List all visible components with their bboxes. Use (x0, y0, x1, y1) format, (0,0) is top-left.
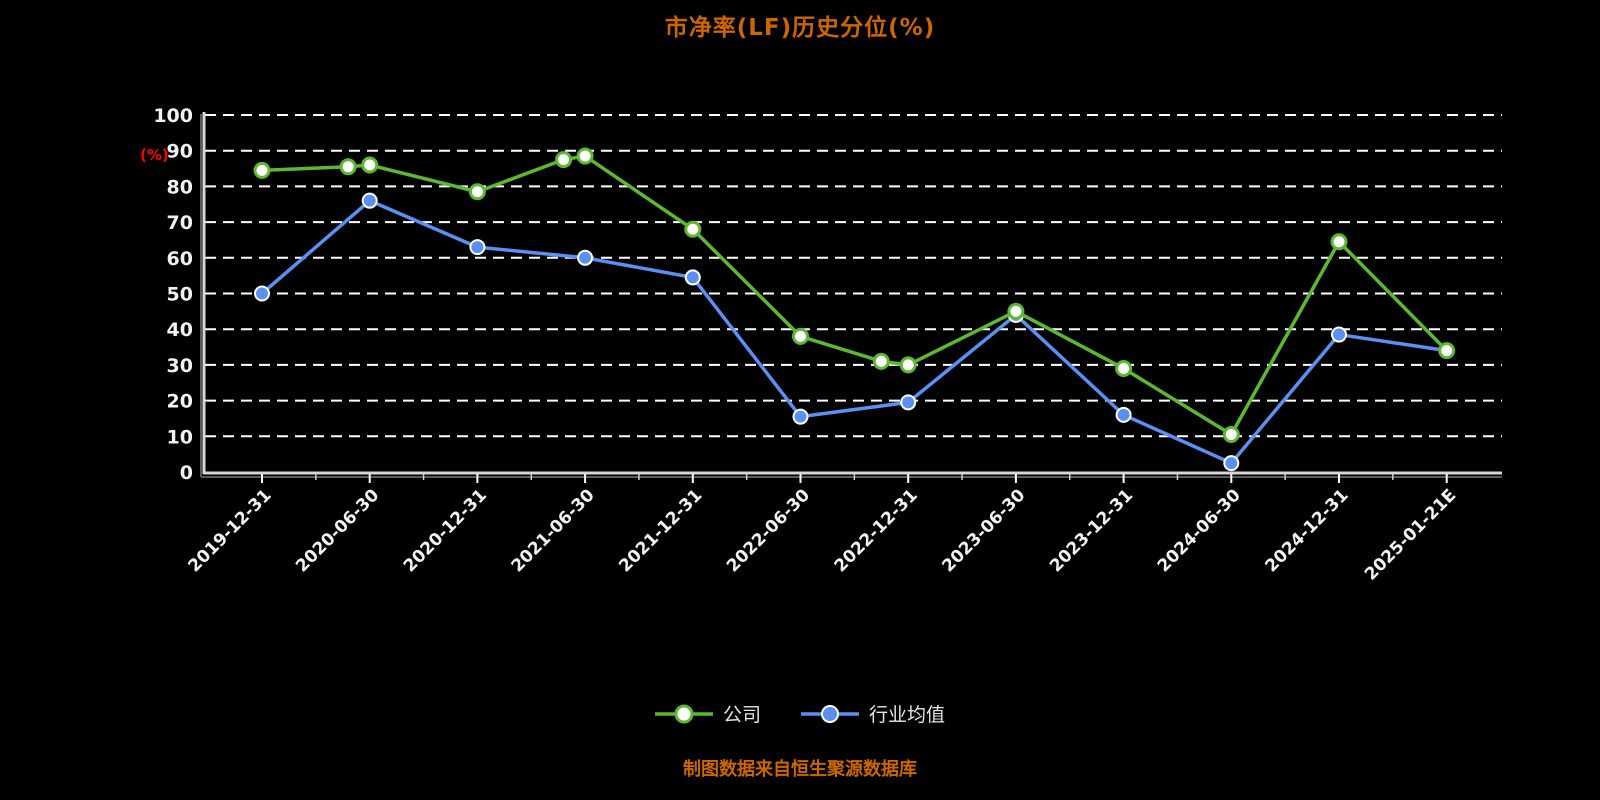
x-axis-label: 2020-12-31 (400, 485, 491, 576)
data-point-company (339, 158, 357, 176)
data-point-industry-average (469, 239, 486, 256)
y-axis-unit-label: (%) (140, 146, 169, 164)
legend-marker-company (654, 704, 713, 723)
chart-title: 市净率(LF)历史分位(%) (664, 15, 936, 41)
y-axis-tick-label: 30 (167, 355, 193, 377)
data-point-industry-average (1223, 455, 1240, 472)
data-point-industry-average (1115, 406, 1132, 423)
y-axis-tick-label: 80 (167, 176, 193, 198)
y-axis-tick-label: 50 (167, 284, 193, 306)
data-point-industry-average (684, 269, 701, 286)
data-point-company (1115, 359, 1133, 377)
y-axis-tick-label: 10 (167, 426, 193, 448)
x-axis-label: 2022-12-31 (831, 485, 922, 576)
data-point-company (253, 161, 271, 179)
data-point-company (684, 220, 702, 238)
legend-label: 行业均值 (869, 704, 946, 726)
data-point-company (555, 151, 573, 169)
data-point-company (576, 147, 594, 165)
y-axis-tick-label: 40 (167, 319, 193, 341)
data-point-industry-average (792, 408, 809, 425)
data-point-company (899, 356, 917, 374)
x-axis-label: 2021-12-31 (615, 485, 706, 576)
x-axis-label: 2023-06-30 (938, 485, 1029, 576)
series-line-industry-average (260, 198, 1449, 465)
y-axis-tick-label: 70 (167, 212, 193, 234)
data-point-company (1330, 233, 1348, 251)
x-axis-label: 2021-06-30 (508, 485, 599, 576)
x-axis-label: 2020-06-30 (292, 485, 383, 576)
data-source-note: 制图数据来自恒生聚源数据库 (683, 759, 917, 780)
data-point-industry-average (900, 394, 917, 411)
data-point-industry-average (577, 249, 594, 266)
data-point-company (872, 352, 890, 370)
data-point-industry-average (361, 192, 378, 209)
x-axis-label: 2019-12-31 (184, 485, 275, 576)
legend-marker-industry-average (801, 704, 859, 723)
x-axis-label: 2025-01-21E (1361, 485, 1460, 584)
legend-item-company[interactable]: 公司 (654, 700, 761, 727)
y-axis-tick-label: 60 (167, 248, 193, 270)
data-point-company (361, 156, 379, 174)
data-point-industry-average (1331, 326, 1347, 343)
y-axis-tick-label: 100 (153, 105, 193, 127)
data-point-company (1007, 302, 1025, 320)
legend-item-industry-average[interactable]: 行业均值 (801, 700, 945, 727)
y-axis-tick-label: 20 (167, 391, 193, 413)
data-point-company (468, 183, 486, 201)
data-point-company (1438, 342, 1456, 360)
legend-label: 公司 (722, 704, 761, 726)
x-axis-label: 2024-12-31 (1261, 485, 1352, 576)
y-axis-tick-label: 0 (180, 462, 193, 484)
data-point-company (1222, 426, 1240, 444)
x-axis-label: 2023-12-31 (1046, 485, 1137, 576)
y-axis-tick-label: 90 (167, 141, 193, 163)
chart-canvas: 0 10 20 30 40 50 60 70 80 90 100 2019-12-31 2020-06-… (153, 105, 1502, 585)
data-point-company (792, 327, 809, 345)
x-axis-label: 2022-06-30 (723, 485, 814, 576)
data-point-industry-average (254, 285, 270, 302)
legend: 公司 行业均值 (0, 700, 1600, 727)
series-line-company (260, 154, 1449, 437)
x-axis-label: 2024-06-30 (1154, 485, 1245, 576)
